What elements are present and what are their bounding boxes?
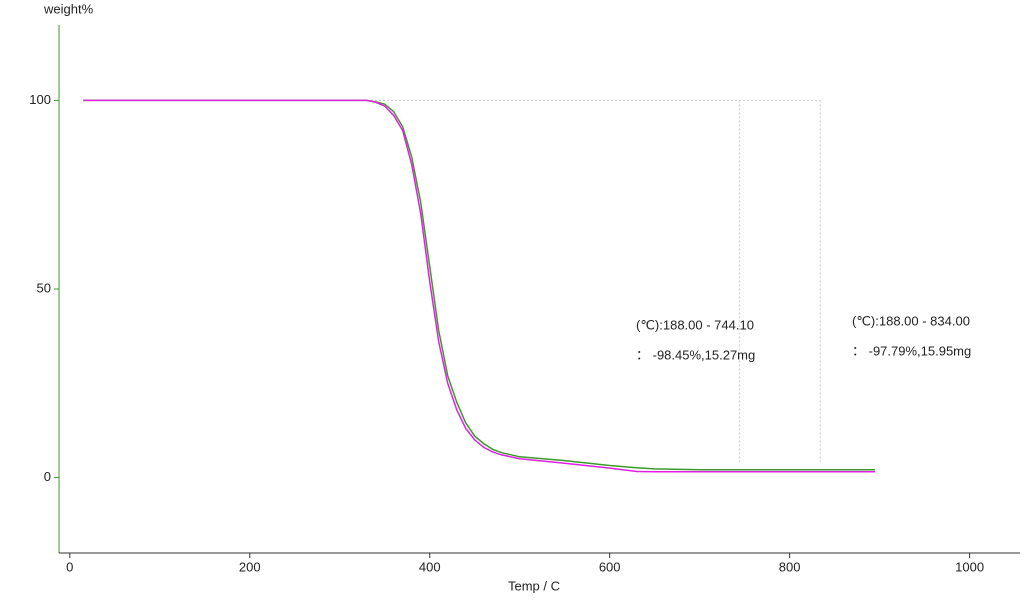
y-axis-label: weight%	[43, 1, 94, 16]
y-tick-label: 50	[37, 280, 51, 295]
annotation: ： -97.79%,15.95mg	[852, 343, 971, 358]
annotation: (℃):188.00 - 834.00	[852, 313, 970, 328]
x-tick-label: 200	[239, 559, 261, 574]
x-tick-label: 1000	[955, 559, 984, 574]
y-tick-label: 100	[29, 92, 51, 107]
series-line	[83, 99, 876, 471]
y-tick-label: 0	[44, 469, 51, 484]
x-tick-label: 600	[599, 559, 621, 574]
series-line	[83, 99, 876, 473]
annotation: (℃):188.00 - 744.10	[636, 317, 754, 332]
x-tick-label: 0	[66, 559, 73, 574]
x-axis-label: Temp / C	[508, 578, 560, 593]
x-tick-label: 800	[779, 559, 801, 574]
x-tick-label: 400	[419, 559, 441, 574]
annotation: ： -98.45%,15.27mg	[636, 347, 755, 362]
